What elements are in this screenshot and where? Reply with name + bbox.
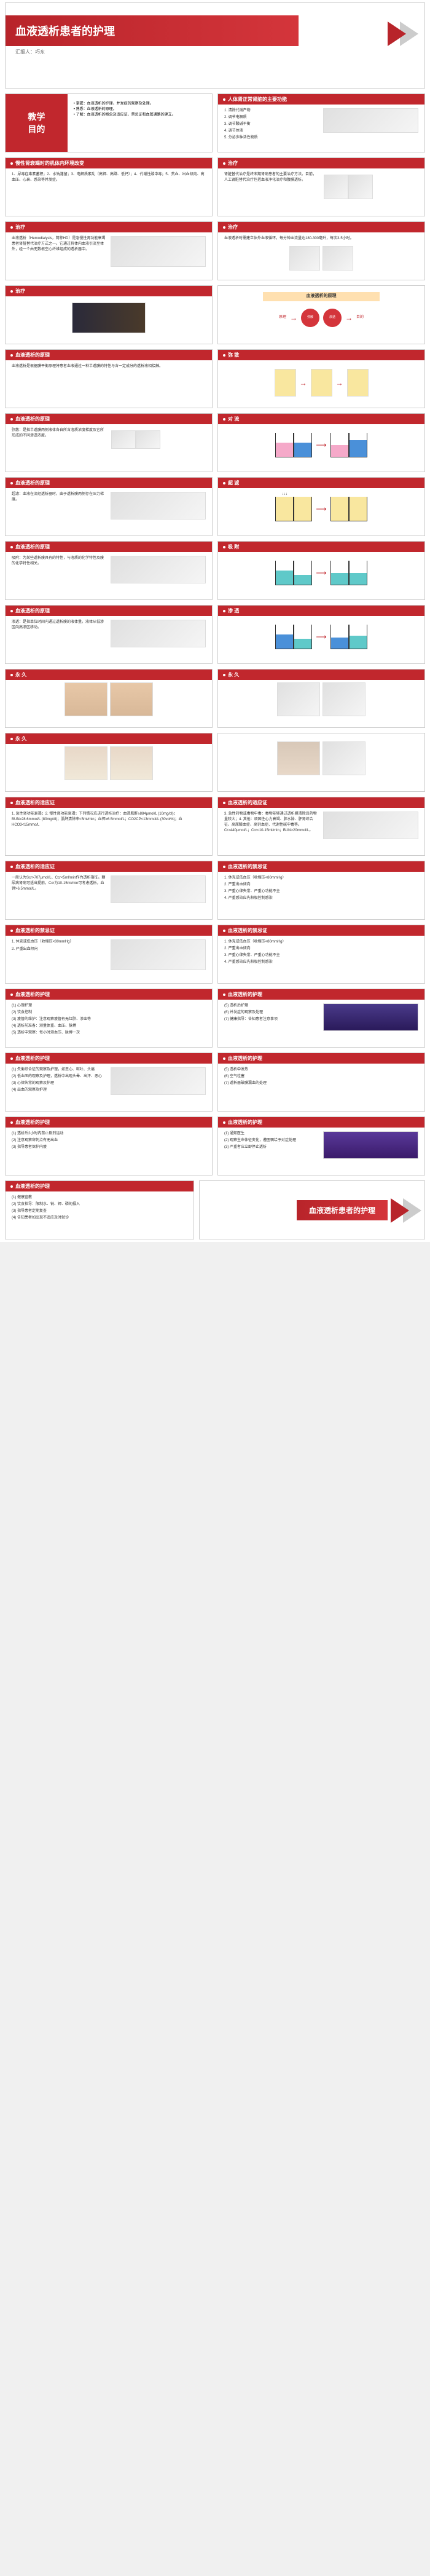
teach-obj-title: 教学目的 [6,94,68,152]
nurse-image [111,492,206,520]
slide-indication1: 血液透析的适应证 1. 急性肾功能衰竭；2. 慢性肾功能衰竭；下列情况应进行透析… [5,797,213,856]
arm-image-2 [110,682,153,716]
slide-principle3: 血液透析的原理 超滤：血液在流经透析器时，由于透析膜两侧存在压力梯度。 [5,477,213,536]
title-slide: 血液透析患者的护理 汇报人：巧东 [5,2,425,89]
heart-hands-image [111,875,206,903]
circle-diffusion: 弥散 [301,309,319,327]
slide-treat1: 治疗 肾脏替代治疗是终末期肾病患者的主要治疗方法。目前，人工肾脏替代治疗包括血液… [217,157,425,216]
diagram-img [111,430,136,449]
fistula-diagram-1 [64,746,108,780]
slide-osmosis: 渗 透 ⟶ [217,605,425,664]
slide-teach-obj: 教学目的 • 掌握：血液透析的护理、并发症的观察及处理。 • 熟悉：血液透析的原… [5,93,213,152]
slide-nursing7: 血液透析的护理 (1) 健康宣教 (2) 饮食指导：限制水、钠、钾、磷的摄入 (… [5,1180,194,1239]
hex-icon [348,175,373,199]
slide-treat2: 治疗 血液透析（Hemodialysis，简称HD）是急慢性肾功能衰竭患者肾脏替… [5,221,213,280]
circle-permeate: 渗透 [323,309,342,327]
machine-image [289,246,320,271]
main-title: 血液透析患者的护理 [6,15,299,46]
diffusion-box-2 [311,369,332,397]
slide-access4 [217,733,425,792]
device-image [322,741,366,775]
slide-kidney-func: 人体肾正常肾脏的主要功能 1. 清除代谢产物 2. 调节电解质 3. 调节酸碱平… [217,93,425,152]
dna-image [323,1003,418,1031]
principle-banner: 血液透析的原理 [263,292,380,301]
dialyzer-image [72,302,146,333]
slide-principle4: 血液透析的原理 吸附：为某些透析膜具有的特性，与溶质的化学特性及膜的化学特性相关… [5,541,213,600]
lab-image [111,556,206,583]
lab-image-2 [111,620,206,647]
end-title: 血液透析患者的护理 [297,1200,388,1220]
doctor-image [324,175,348,199]
slide-nursing1: 血液透析的护理 (1) 心理护理 (2) 饮食控制 (3) 瘘管的维护：注意观察… [5,989,213,1048]
dialysis-image [111,236,206,267]
slide-nursing4: 血液透析的护理 (5) 透析中发热 (6) 空气栓塞 (7) 透析器破膜漏血的处… [217,1053,425,1112]
arm-image-1 [64,682,108,716]
slide-nursing3: 血液透析的护理 (1) 失衡综合征的观察及护理，如恶心、呕吐、头痛 (2) 低血… [5,1053,213,1112]
arm-anatomy-1 [277,741,320,775]
slide-contra3: 血液透析的禁忌证 1. 休克或低血压（收缩压<80mmHg） 2. 严重出血倾向… [217,925,425,984]
header: 人体肾正常肾脏的主要功能 [218,94,424,105]
diffusion-box-1 [275,369,296,397]
slide-principle5: 血液透析的原理 渗透：是指单位时间内通过透析膜的液体量。液体从低渗区向高渗区移动… [5,605,213,664]
slide-chronic: 慢性肾衰竭时的机体内环境改变 1、尿毒症毒素蓄积；2、水钠潴留；3、电解质紊乱（… [5,157,213,216]
slide-access3: 永 久 [5,733,213,792]
machine-image-2 [322,246,353,271]
slide-adsorption: 吸 附 ⟶ [217,541,425,600]
hospital-image [111,939,206,970]
book-img [136,430,160,449]
fistula-diagram-2 [110,746,153,780]
diffusion-box-3 [347,369,369,397]
slide-diffusion: 弥 散 → → [217,349,425,408]
catheter-image-2 [322,682,366,716]
slide-nursing6: 血液透析的护理 (1) 通知医生 (2) 观察生命体征变化，遵医嘱给予对症处理 … [217,1116,425,1175]
slide-principle1: 血液透析的原理 血液透析是根据膜平衡原理将患者血液通过一种半透膜的特性与含一定成… [5,349,213,408]
slide-access2: 永 久 [217,669,425,728]
slide-principle-diagram: 血液透析的原理 原理→ 弥散 渗透 →目的 [217,285,425,344]
catheter-image-1 [277,682,320,716]
slide-indication3: 血液透析的适应证 一般认为Scr>707μmol/L、Ccr<5ml/min作为… [5,861,213,920]
slide-filtration: 超 滤 ↓↓↓ ⟶ [217,477,425,536]
presenter: 汇报人：巧东 [6,46,424,58]
slide-treat4: 治疗 [5,285,213,344]
dna-image-2 [323,1131,418,1159]
teach-obj-body: • 掌握：血液透析的护理、并发症的观察及处理。 • 熟悉：血液透析的原理。 • … [68,94,212,152]
end-slide: 血液透析患者的护理 [199,1180,425,1239]
slide-indication2: 血液透析的适应证 3. 急性药物或毒物中毒：毒物能够通过透析膜清除且药物量较大；… [217,797,425,856]
slide-access1: 永 久 [5,669,213,728]
slide-convection: 对 流 ⟶ [217,413,425,472]
slide-contra: 血液透析的禁忌证 1. 休克或低血压（收缩压<80mmHg） 2. 严重出血倾向… [217,861,425,920]
medical-team-image [323,812,418,839]
kidney-image [323,108,418,133]
slide-contra2: 血液透析的禁忌证 1. 休克或低血压（收缩压<80mmHg）2. 严重出血倾向 [5,925,213,984]
microscope-image [111,1067,206,1095]
slide-nursing2: 血液透析的护理 (5) 透析后护理 (6) 并发症的观察及处理 (7) 健康指导… [217,989,425,1048]
arrow-decoration [381,22,418,46]
slide-treat3: 治疗 血液透析时需建立体外血液循环，每分钟血流量达180-300毫升，每次3-5… [217,221,425,280]
slide-principle2: 血液透析的原理 弥散：是指半透膜两侧液体各自所含溶质浓度梯度及它所形成的不同渗透… [5,413,213,472]
slide-nursing5: 血液透析的护理 (1) 透析后2小时内禁止剧烈运动 (2) 注意观察穿刺点有无出… [5,1116,213,1175]
